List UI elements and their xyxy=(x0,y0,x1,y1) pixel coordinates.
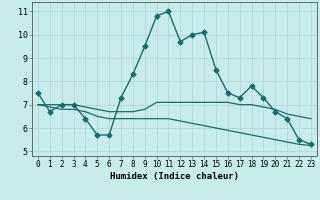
X-axis label: Humidex (Indice chaleur): Humidex (Indice chaleur) xyxy=(110,172,239,181)
